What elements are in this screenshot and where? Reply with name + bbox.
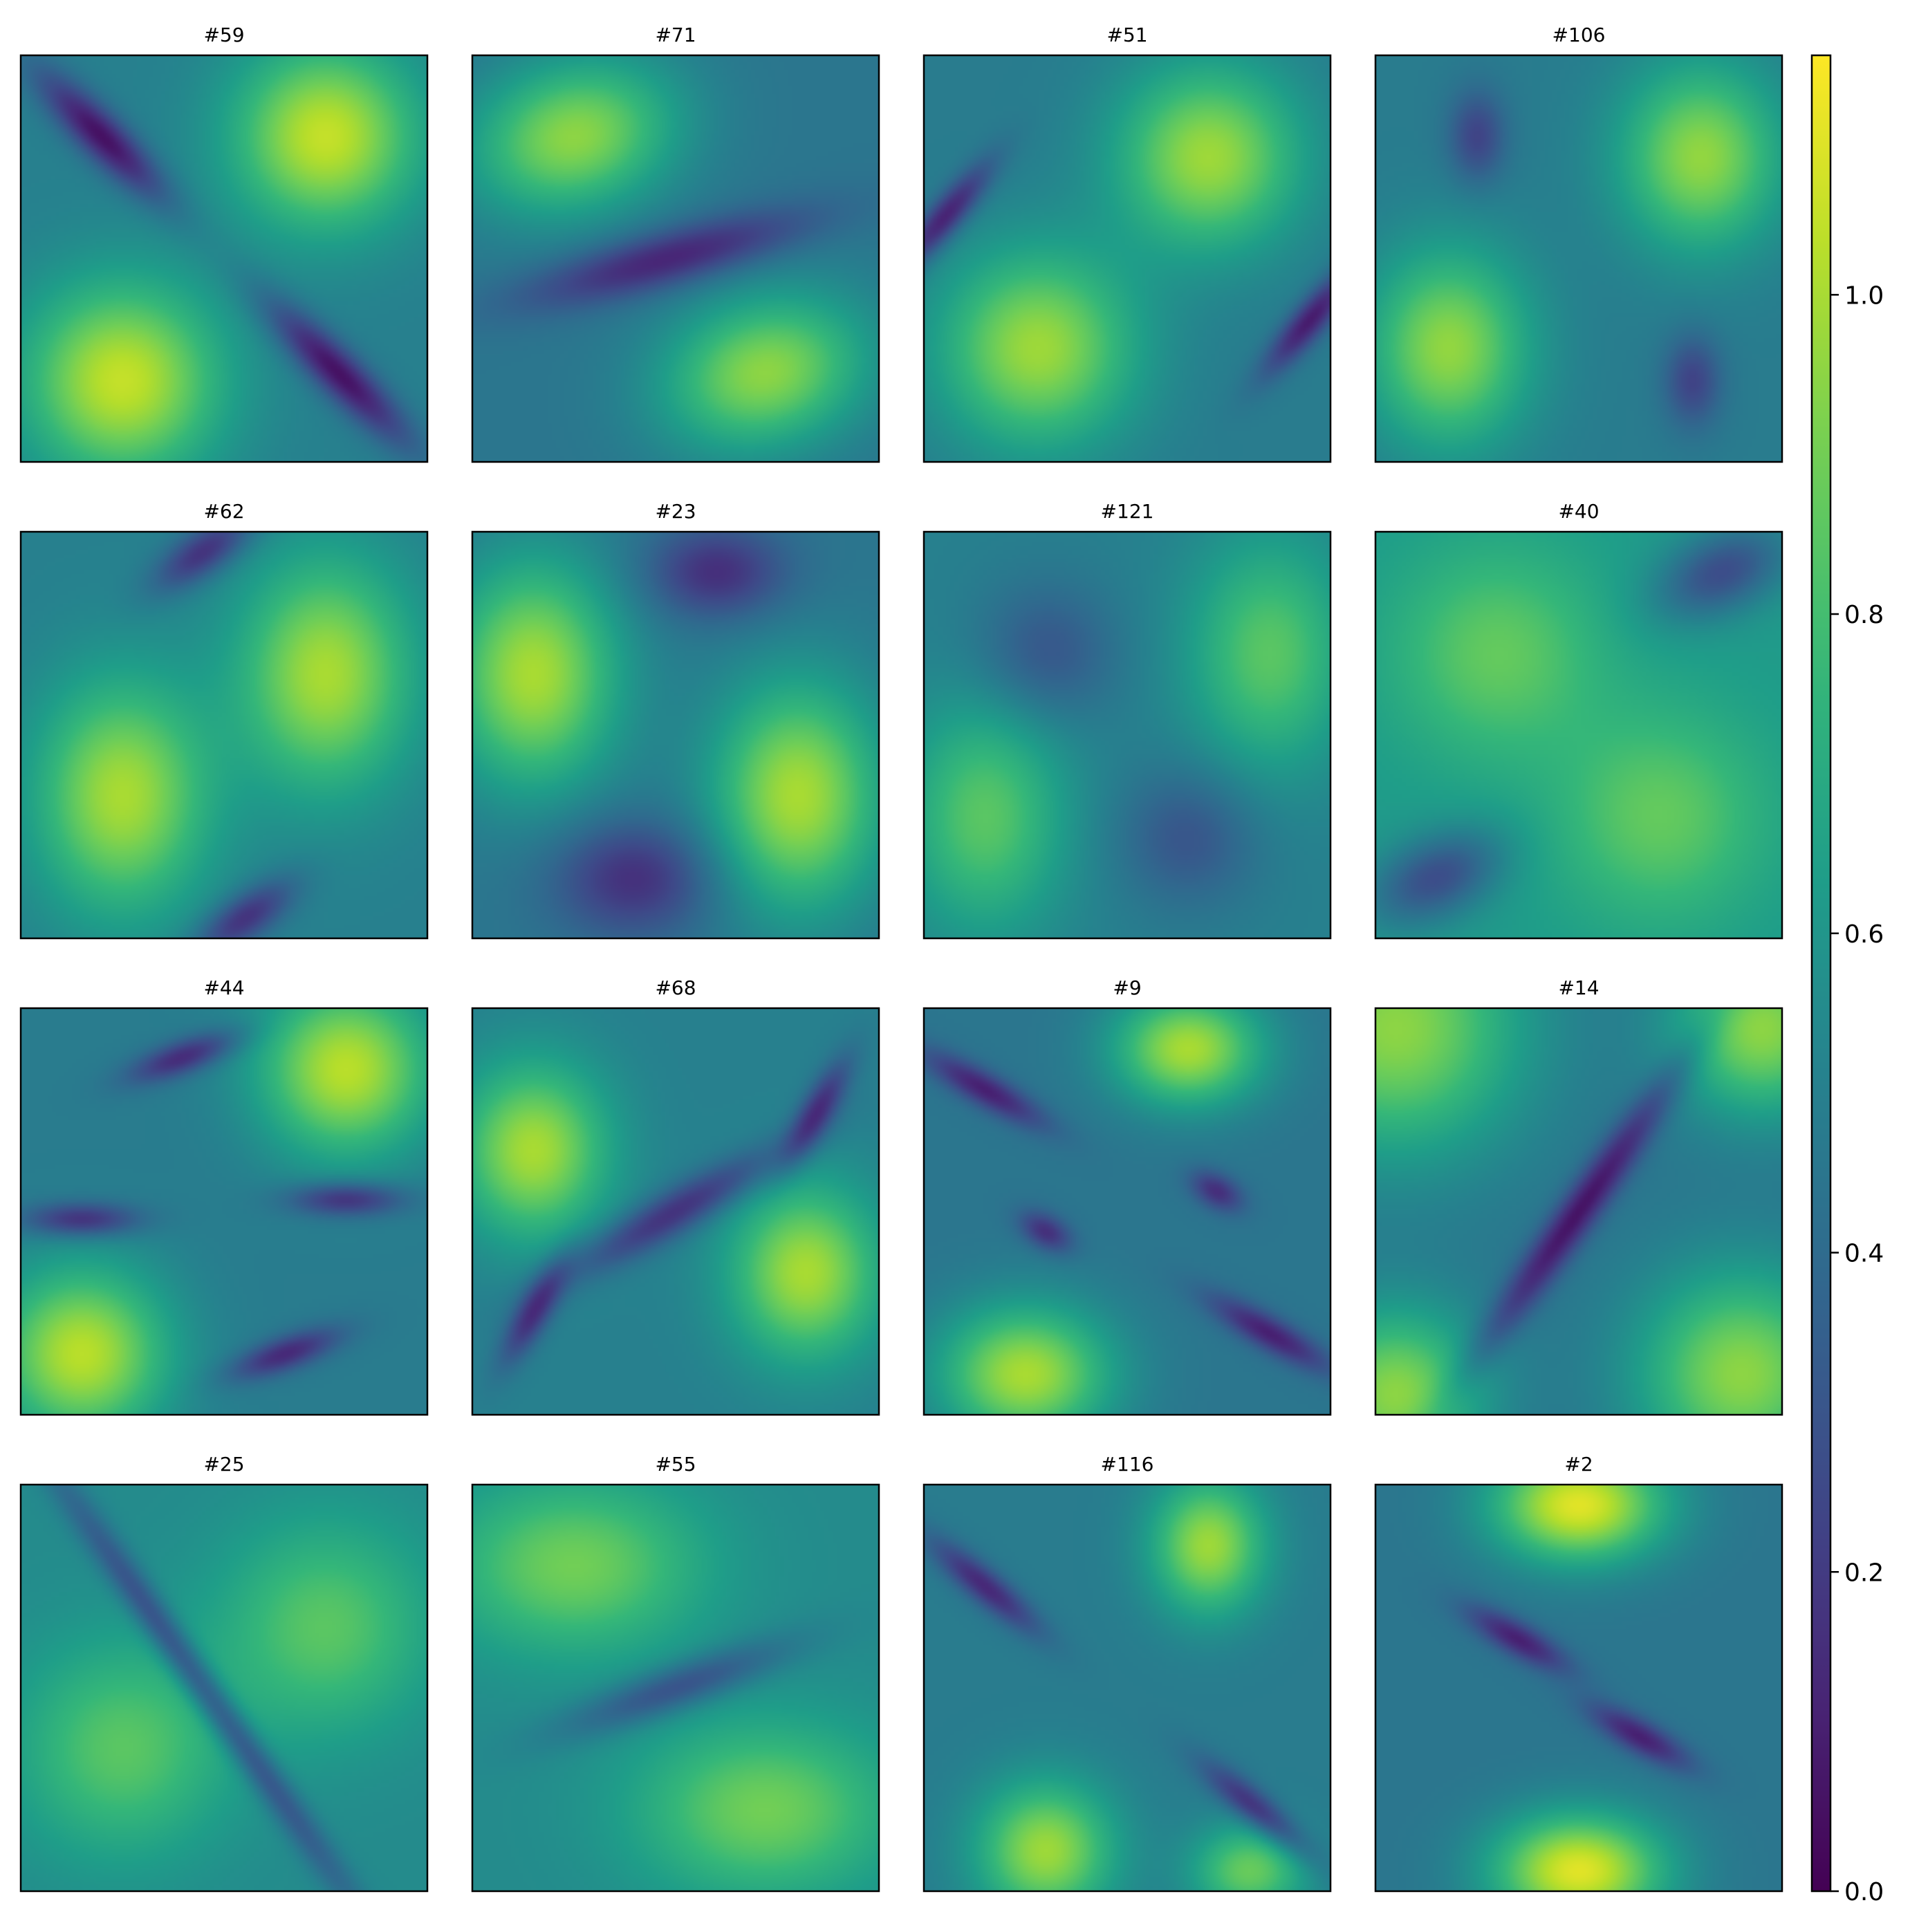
colorbar-tick-label: 0.8 (1844, 601, 1884, 629)
panel-title: #25 (203, 1453, 244, 1476)
heatmap-panel: #116 (923, 1453, 1332, 1893)
heatmap-panel: #44 (19, 976, 429, 1416)
heatmap-panel: #68 (471, 976, 880, 1416)
panel-frame (923, 1483, 1332, 1893)
heatmap-image (472, 1008, 879, 1415)
heatmap-image (924, 1008, 1331, 1415)
panel-title: #121 (1101, 500, 1154, 523)
heatmap-image (21, 1485, 427, 1891)
panel-frame (19, 530, 429, 940)
heatmap-panel: #55 (471, 1453, 880, 1893)
heatmap-panel: #40 (1374, 500, 1783, 940)
panel-frame (19, 1007, 429, 1416)
colorbar-frame (1810, 54, 1832, 1893)
heatmap-image (924, 532, 1331, 938)
heatmap-panel: #121 (923, 500, 1332, 940)
colorbar-tick-label: 1.0 (1844, 281, 1884, 310)
heatmap-panel: #25 (19, 1453, 429, 1893)
panel-title: #68 (655, 976, 696, 999)
panel-frame (471, 54, 880, 463)
panel-frame (19, 1483, 429, 1893)
heatmap-image (1375, 1008, 1782, 1415)
heatmap-image (21, 55, 427, 462)
heatmap-image (1375, 1485, 1782, 1891)
panel-title: #2 (1564, 1453, 1593, 1476)
heatmap-image (21, 532, 427, 938)
panel-title: #55 (655, 1453, 696, 1476)
panel-frame (923, 530, 1332, 940)
heatmap-image (924, 1485, 1331, 1891)
panel-title: #106 (1552, 24, 1606, 46)
panel-frame (923, 54, 1332, 463)
colorbar-tick-label: 0.0 (1844, 1878, 1884, 1906)
heatmap-panel: #9 (923, 976, 1332, 1416)
colorbar-tick-label: 0.6 (1844, 920, 1884, 949)
panel-title: #62 (203, 500, 244, 523)
heatmap-image (21, 1008, 427, 1415)
panel-title: #44 (203, 976, 244, 999)
heatmap-image (1375, 532, 1782, 938)
panel-title: #14 (1558, 976, 1599, 999)
panel-title: #116 (1101, 1453, 1154, 1476)
panel-title: #51 (1106, 24, 1147, 46)
heatmap-panel: #23 (471, 500, 880, 940)
heatmap-panel: #51 (923, 24, 1332, 463)
panel-frame (471, 1007, 880, 1416)
panel-title: #9 (1113, 976, 1141, 999)
heatmap-image (472, 532, 879, 938)
heatmap-panel: #106 (1374, 24, 1783, 463)
heatmap-panel: #2 (1374, 1453, 1783, 1893)
panel-frame (1374, 1007, 1783, 1416)
panel-title: #59 (203, 24, 244, 46)
panel-frame (19, 54, 429, 463)
heatmap-image (1375, 55, 1782, 462)
colorbar: 0.0 0.2 0.4 0.6 0.8 1.0 (1810, 54, 1884, 1906)
panel-title: #23 (655, 500, 696, 523)
heatmap-panel: #62 (19, 500, 429, 940)
panel-frame (1374, 530, 1783, 940)
heatmap-image (472, 55, 879, 462)
colorbar-tick-label: 0.4 (1844, 1240, 1884, 1268)
panel-frame (1374, 54, 1783, 463)
panel-frame (471, 530, 880, 940)
heatmap-panel: #59 (19, 24, 429, 463)
colorbar-gradient (1812, 55, 1830, 1891)
heatmap-panel: #71 (471, 24, 880, 463)
heatmap-panel: #14 (1374, 976, 1783, 1416)
panel-title: #71 (655, 24, 696, 46)
panel-title: #40 (1558, 500, 1599, 523)
panel-frame (471, 1483, 880, 1893)
heatmap-image (924, 55, 1331, 462)
heatmap-image (472, 1485, 879, 1891)
panel-frame (1374, 1483, 1783, 1893)
colorbar-tick-label: 0.2 (1844, 1559, 1884, 1587)
heatmap-panels: #59 #71 #51 #106 #62 #23 #121 #40 #44 #68 #9 #14 #25… (19, 24, 1783, 1893)
panel-frame (923, 1007, 1332, 1416)
